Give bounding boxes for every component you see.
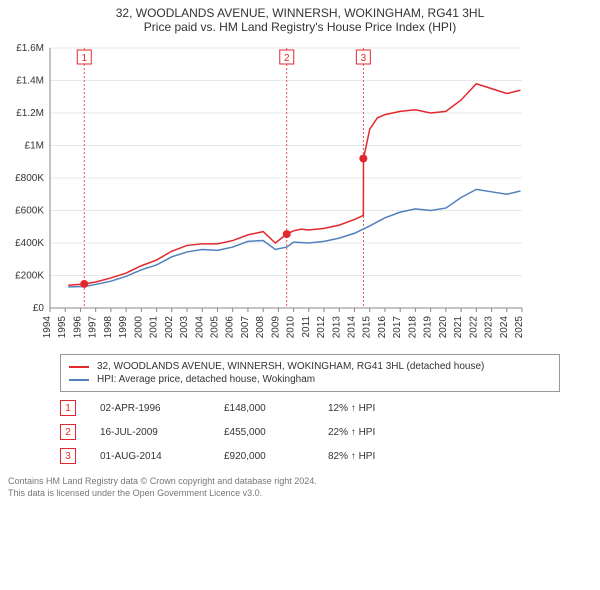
svg-text:2023: 2023 [484,316,495,339]
annotation-num-3: 3 [60,448,76,464]
annotation-pct-2: 22% ↑ HPI [328,427,428,438]
svg-text:2008: 2008 [255,316,266,339]
svg-text:1997: 1997 [88,316,99,339]
svg-text:£200K: £200K [15,271,44,282]
annotation-num-2: 2 [60,424,76,440]
legend-row-hpi: HPI: Average price, detached house, Woki… [69,374,551,385]
annotation-price-1: £148,000 [224,403,304,414]
annotation-price-2: £455,000 [224,427,304,438]
legend-label-hpi: HPI: Average price, detached house, Woki… [97,374,315,385]
svg-text:2024: 2024 [499,316,510,339]
svg-text:2002: 2002 [164,316,175,339]
svg-text:2025: 2025 [514,316,525,339]
footer: Contains HM Land Registry data © Crown c… [0,472,600,503]
svg-text:£1.4M: £1.4M [16,76,44,87]
svg-text:2020: 2020 [438,316,449,339]
svg-text:£1.6M: £1.6M [16,43,44,54]
svg-text:1994: 1994 [42,316,53,339]
svg-text:2006: 2006 [225,316,236,339]
svg-text:2010: 2010 [286,316,297,339]
svg-text:£600K: £600K [15,206,44,217]
svg-text:3: 3 [361,53,367,64]
svg-text:1995: 1995 [57,316,68,339]
svg-text:£400K: £400K [15,238,44,249]
annotation-row-3: 3 01-AUG-2014 £920,000 82% ↑ HPI [60,448,560,464]
svg-text:2019: 2019 [423,316,434,339]
svg-text:2000: 2000 [133,316,144,339]
svg-text:1: 1 [81,53,87,64]
svg-text:2007: 2007 [240,316,251,339]
annotation-pct-3: 82% ↑ HPI [328,451,428,462]
chart-title-line2: Price paid vs. HM Land Registry's House … [0,20,600,38]
svg-text:£1M: £1M [25,141,44,152]
legend-row-property: 32, WOODLANDS AVENUE, WINNERSH, WOKINGHA… [69,361,551,372]
chart-title-line1: 32, WOODLANDS AVENUE, WINNERSH, WOKINGHA… [0,0,600,20]
footer-line2: This data is licensed under the Open Gov… [8,488,592,500]
price-chart: £0 £200K £400K £600K £800K £1M £1.2M £1.4M £1.6M… [0,38,540,348]
svg-text:£1.2M: £1.2M [16,108,44,119]
svg-text:2003: 2003 [179,316,190,339]
annotation-price-3: £920,000 [224,451,304,462]
legend-swatch-hpi [69,379,89,381]
svg-text:2004: 2004 [194,316,205,339]
annotation-num-1: 1 [60,400,76,416]
svg-text:2014: 2014 [347,316,358,339]
legend-label-property: 32, WOODLANDS AVENUE, WINNERSH, WOKINGHA… [97,361,484,372]
svg-text:2022: 2022 [468,316,479,339]
svg-text:2018: 2018 [407,316,418,339]
svg-text:1996: 1996 [72,316,83,339]
legend: 32, WOODLANDS AVENUE, WINNERSH, WOKINGHA… [60,354,560,392]
svg-text:2016: 2016 [377,316,388,339]
annotation-date-1: 02-APR-1996 [100,403,200,414]
svg-text:2005: 2005 [209,316,220,339]
annotation-row-1: 1 02-APR-1996 £148,000 12% ↑ HPI [60,400,560,416]
svg-text:£0: £0 [33,303,45,314]
svg-text:2001: 2001 [149,316,160,339]
svg-text:2017: 2017 [392,316,403,339]
svg-text:2011: 2011 [301,316,312,338]
annotation-pct-1: 12% ↑ HPI [328,403,428,414]
svg-text:1999: 1999 [118,316,129,339]
svg-text:2: 2 [284,53,290,64]
svg-text:2013: 2013 [331,316,342,339]
legend-swatch-property [69,366,89,368]
annotation-table: 1 02-APR-1996 £148,000 12% ↑ HPI 2 16-JU… [60,400,560,464]
svg-text:2009: 2009 [270,316,281,339]
annotation-date-3: 01-AUG-2014 [100,451,200,462]
svg-text:2012: 2012 [316,316,327,339]
svg-text:1998: 1998 [103,316,114,339]
annotation-date-2: 16-JUL-2009 [100,427,200,438]
footer-line1: Contains HM Land Registry data © Crown c… [8,476,592,488]
svg-text:2021: 2021 [453,316,464,339]
svg-text:2015: 2015 [362,316,373,339]
svg-text:£800K: £800K [15,173,44,184]
annotation-row-2: 2 16-JUL-2009 £455,000 22% ↑ HPI [60,424,560,440]
